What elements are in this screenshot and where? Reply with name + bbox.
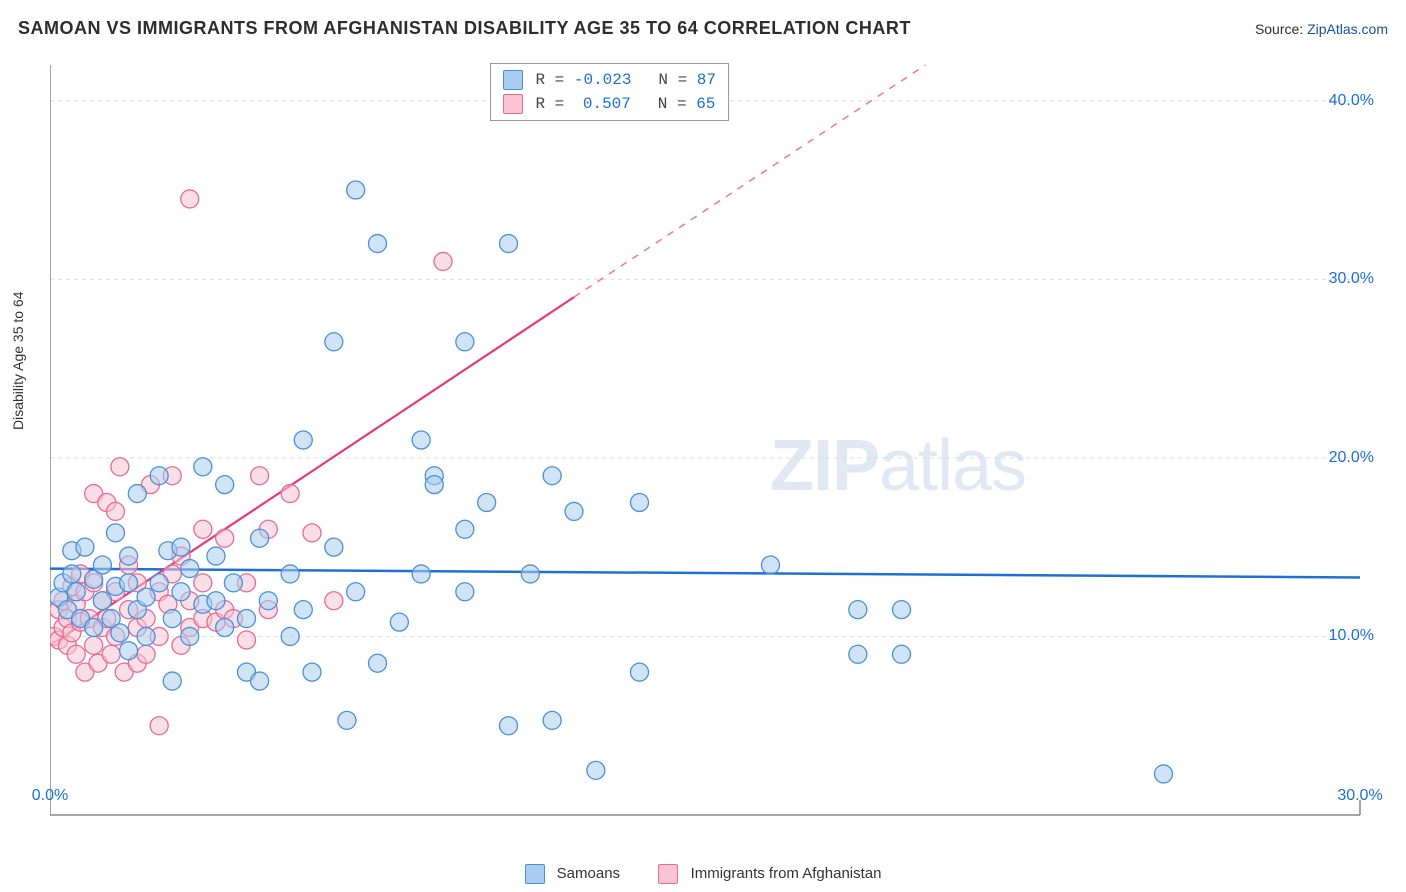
n-value: 87 — [697, 71, 716, 89]
y-tick-label: 10.0% — [1329, 627, 1374, 645]
n-label: N = — [658, 71, 696, 89]
correlation-legend-box: R = -0.023 N = 87 R = 0.507 N = 65 — [490, 63, 729, 121]
r-label: R = — [535, 71, 573, 89]
y-tick-label: 20.0% — [1329, 449, 1374, 467]
r-label: R = — [535, 95, 573, 113]
y-tick-label: 30.0% — [1329, 270, 1374, 288]
legend-swatch-pink — [658, 864, 678, 884]
n-label: N = — [658, 95, 696, 113]
r-value: -0.023 — [574, 71, 632, 89]
legend-row: R = -0.023 N = 87 — [503, 68, 716, 92]
y-axis-label: Disability Age 35 to 64 — [10, 291, 26, 430]
x-tick-label: 0.0% — [32, 787, 68, 805]
source-link[interactable]: ZipAtlas.com — [1307, 21, 1388, 37]
legend-label: Samoans — [557, 865, 620, 882]
chart-plot-area: ZIPatlas 10.0% 20.0% 30.0% 40.0% 0.0% 30… — [50, 55, 1380, 835]
x-tick-label: 30.0% — [1337, 787, 1382, 805]
legend-row: R = 0.507 N = 65 — [503, 92, 716, 116]
legend-swatch-pink — [503, 94, 523, 114]
y-tick-label: 40.0% — [1329, 92, 1374, 110]
legend-swatch-blue — [503, 70, 523, 90]
n-value: 65 — [696, 95, 715, 113]
chart-title: SAMOAN VS IMMIGRANTS FROM AFGHANISTAN DI… — [18, 18, 911, 39]
r-value: 0.507 — [574, 95, 631, 113]
scatter-plot-svg — [50, 55, 1380, 835]
source-prefix: Source: — [1255, 21, 1307, 37]
series-legend: Samoans Immigrants from Afghanistan — [0, 864, 1406, 884]
legend-swatch-blue — [525, 864, 545, 884]
legend-label: Immigrants from Afghanistan — [691, 865, 882, 882]
source-attribution: Source: ZipAtlas.com — [1255, 21, 1388, 37]
